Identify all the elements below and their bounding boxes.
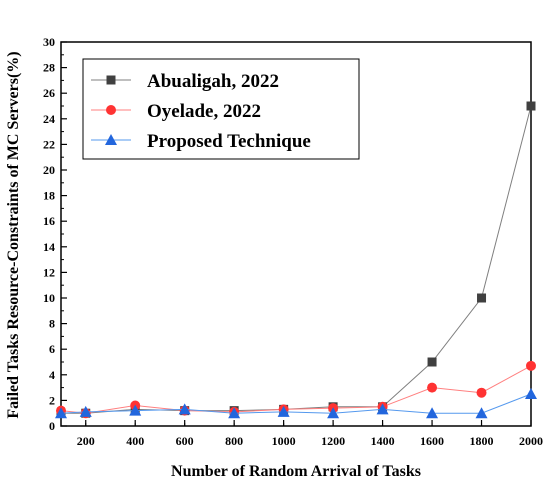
legend-marker [105, 134, 117, 145]
y-tick-label: 2 [49, 393, 55, 407]
legend-item: Oyelade, 2022 [91, 101, 261, 122]
data-point [79, 405, 92, 417]
x-tick-label: 2000 [519, 434, 543, 448]
data-point [427, 382, 438, 393]
y-tick-label: 8 [49, 317, 55, 331]
legend-marker [106, 75, 116, 85]
data-point [277, 405, 290, 417]
data-point [426, 407, 439, 419]
x-tick-label: 1600 [420, 434, 444, 448]
x-tick-label: 1400 [371, 434, 395, 448]
y-tick-label: 18 [43, 189, 55, 203]
series-layer [55, 101, 537, 419]
data-point [526, 101, 536, 111]
data-point [427, 357, 437, 367]
y-tick-label: 24 [43, 112, 55, 126]
data-point [178, 403, 191, 415]
legend-item: Abualigah, 2022 [91, 71, 279, 92]
data-point [477, 293, 487, 303]
x-tick-label: 200 [77, 434, 95, 448]
x-axis-title: Number of Random Arrival of Tasks [171, 463, 421, 480]
legend-label: Oyelade, 2022 [147, 101, 261, 122]
legend-marker [106, 105, 116, 115]
data-point [228, 407, 241, 419]
y-tick-label: 12 [43, 265, 55, 279]
legend-item: Proposed Technique [91, 131, 311, 152]
data-point [525, 388, 537, 399]
x-tick-label: 800 [225, 434, 243, 448]
data-point [129, 404, 142, 416]
y-tick-label: 26 [43, 86, 55, 100]
data-point [526, 360, 536, 371]
data-point [55, 407, 67, 419]
y-tick-label: 6 [49, 342, 55, 356]
y-tick-label: 22 [43, 137, 55, 151]
y-axis-title: Failed Tasks Resource-Constraints of MC … [5, 51, 22, 418]
legend-box [82, 58, 360, 160]
data-point [475, 407, 488, 419]
y-tick-label: 20 [43, 163, 55, 177]
y-tick-label: 10 [43, 291, 55, 305]
series-3 [55, 388, 537, 419]
x-tick-label: 1800 [470, 434, 494, 448]
legend: Abualigah, 2022 Oyelade, 2022 Proposed Tec… [82, 58, 360, 160]
y-tick-label: 28 [43, 61, 55, 75]
x-tick-label: 400 [126, 434, 144, 448]
x-tick-label: 1200 [321, 434, 345, 448]
y-tick-label: 0 [49, 419, 55, 433]
legend-label: Abualigah, 2022 [147, 71, 279, 92]
data-point [376, 403, 389, 415]
y-tick-label: 30 [43, 35, 55, 49]
x-tick-label: 600 [176, 434, 194, 448]
y-tick-label: 16 [43, 214, 55, 228]
x-tick-label: 1000 [272, 434, 296, 448]
data-point [327, 407, 340, 419]
y-tick-label: 4 [49, 368, 55, 382]
legend-label: Proposed Technique [147, 131, 311, 152]
y-tick-label: 14 [43, 240, 55, 254]
data-point [476, 387, 487, 398]
